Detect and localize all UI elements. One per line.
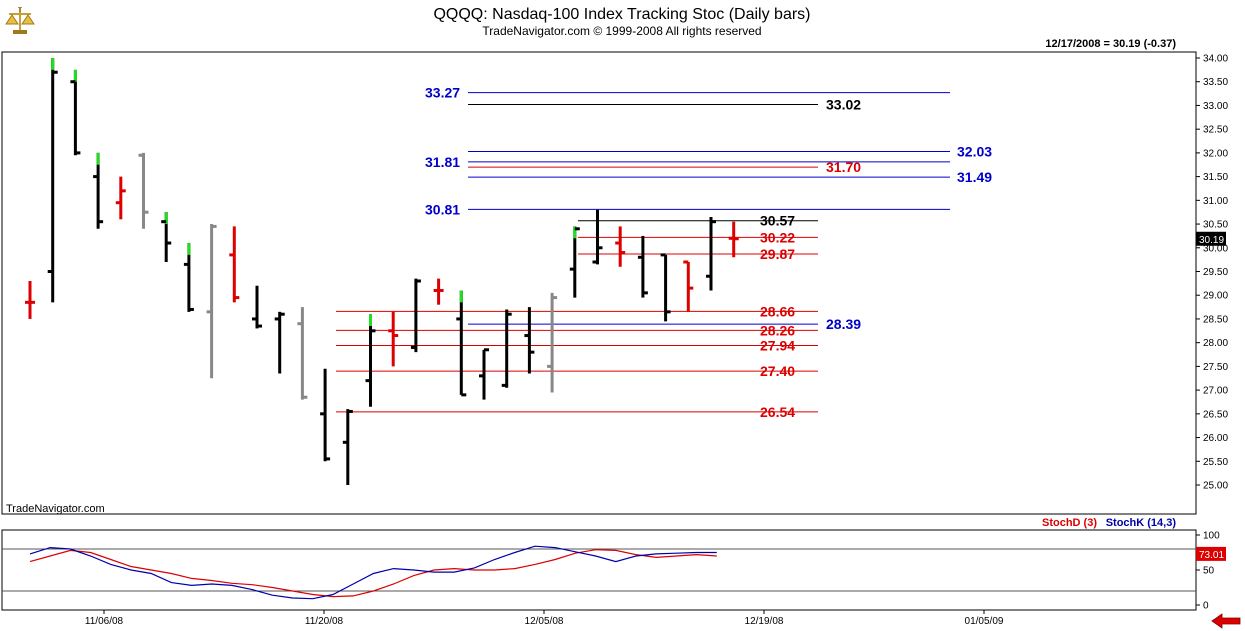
stoch-last-marker [1196,546,1226,561]
ohlc-bar [115,176,126,220]
ohlc-bar [501,309,512,388]
last-price-marker [1196,231,1226,246]
price-axis: 25.00 25.50 26.00 26.50 27.00 27.50 28.00 28.50… [1196,54,1228,492]
x-tick-label: 11/20/08 [305,616,344,627]
level-label: 30.81 [425,201,460,217]
ohlc-bar [706,216,716,291]
ohlc-bar [70,69,81,156]
ohlc-bar [479,348,489,400]
ohlc-bar [274,311,285,374]
level-label: 33.27 [425,85,460,101]
ohlc-bar [569,226,580,298]
logo-icon: T [4,4,36,36]
y-tick-label: 30.50 [1203,220,1228,231]
ohlc-bar [138,152,149,229]
ohlc-bar [183,243,194,312]
ohlc-bar [728,221,739,258]
x-tick-label: 01/05/09 [965,616,1004,627]
ohlc-bar [161,212,172,263]
ohlc-bar [320,368,331,462]
ohlc-bar [252,285,262,329]
ohlc-bar [388,311,399,367]
ohlc-bar [342,409,353,485]
ohlc-bar [410,278,421,353]
level-label: 32.03 [957,143,992,159]
ohlc-bar [365,314,376,407]
stoch-tick-label: 50 [1203,566,1215,577]
y-tick-label: 29.00 [1203,291,1228,302]
ohlc-bar [592,209,603,265]
ohlc-bar [637,235,648,298]
x-tick-label: 11/06/08 [85,616,124,627]
ohlc-bar [683,260,694,312]
ohlc-bar [547,292,558,393]
ohlc-bar [206,224,217,379]
y-tick-label: 25.00 [1203,481,1228,492]
level-label: 27.94 [760,338,795,354]
y-tick-label: 31.50 [1203,172,1228,183]
last-quote: 12/17/2008 = 30.19 (-0.37) [1045,38,1176,50]
x-tick-label: 12/19/08 [745,616,784,627]
y-tick-label: 27.00 [1203,386,1228,397]
y-tick-label: 28.50 [1203,314,1228,325]
stochastic-pane: 0 50 100 73.01 [2,531,1226,612]
level-label: 30.22 [760,229,795,245]
ohlc-bar [93,152,104,229]
stoch-series-line [29,549,717,598]
level-label: 26.54 [760,404,795,420]
copyright-text: TradeNavigator.com © 1999-2008 All right… [482,24,761,38]
price-bars [25,58,739,485]
level-label: 31.81 [425,154,460,170]
chart-frames [1,51,1197,611]
y-tick-label: 33.50 [1203,77,1228,88]
level-label: 27.40 [760,363,795,379]
level-label: 28.39 [826,316,861,332]
ohlc-bar [47,58,58,303]
ohlc-bar [297,307,308,400]
y-tick-label: 27.50 [1203,362,1228,373]
y-tick-label: 32.50 [1203,125,1228,136]
stochd-legend: StochD (3) [1042,517,1097,529]
y-tick-label: 26.00 [1203,433,1228,444]
stoch-tick-label: 100 [1203,531,1220,542]
stoch-series-line [29,545,717,600]
x-tick-label: 12/05/08 [525,616,564,627]
watermark: TradeNavigator.com [6,503,105,515]
y-tick-label: 31.00 [1203,196,1228,207]
last-price-label: 30.19 [1199,235,1224,246]
y-tick-label: 30.00 [1203,243,1228,254]
level-lines: 33.27 33.02 32.03 31.81 31.70 31.49 30.81 30.57… [336,85,992,420]
level-label: 31.49 [957,169,992,185]
scroll-right-arrow-icon[interactable] [1208,613,1242,629]
stoch-pane-frame [1,529,1197,611]
ohlc-bar [660,253,671,322]
svg-text:T: T [18,7,23,14]
date-axis: 11/06/08 11/20/08 12/05/08 12/19/08 01/05/09 [85,610,1004,627]
level-label: 29.87 [760,246,795,262]
ohlc-bar [229,226,240,303]
level-label: 31.70 [826,159,861,175]
stoch-tick-label: 0 [1203,601,1209,612]
y-tick-label: 32.00 [1203,148,1228,159]
y-tick-label: 29.50 [1203,267,1228,278]
y-tick-label: 26.50 [1203,409,1228,420]
level-label: 30.57 [760,213,795,229]
level-label: 33.02 [826,96,861,112]
stoch-last-label: 73.01 [1199,550,1224,561]
ohlc-bar [25,280,35,319]
stochk-legend: StochK (14,3) [1106,517,1177,529]
ohlc-bar [615,226,626,267]
level-label: 28.66 [760,303,795,319]
y-tick-label: 28.00 [1203,338,1228,349]
ohlc-bar [456,290,467,397]
y-tick-label: 34.00 [1203,54,1228,65]
y-tick-label: 25.50 [1203,457,1228,468]
y-tick-label: 33.00 [1203,101,1228,112]
ohlc-bar [524,307,535,374]
level-label: 28.26 [760,322,795,338]
price-pane-frame [1,51,1197,515]
ohlc-bar [433,278,444,305]
chart-title: QQQQ: Nasdaq-100 Index Tracking Stoc (Da… [433,6,810,23]
